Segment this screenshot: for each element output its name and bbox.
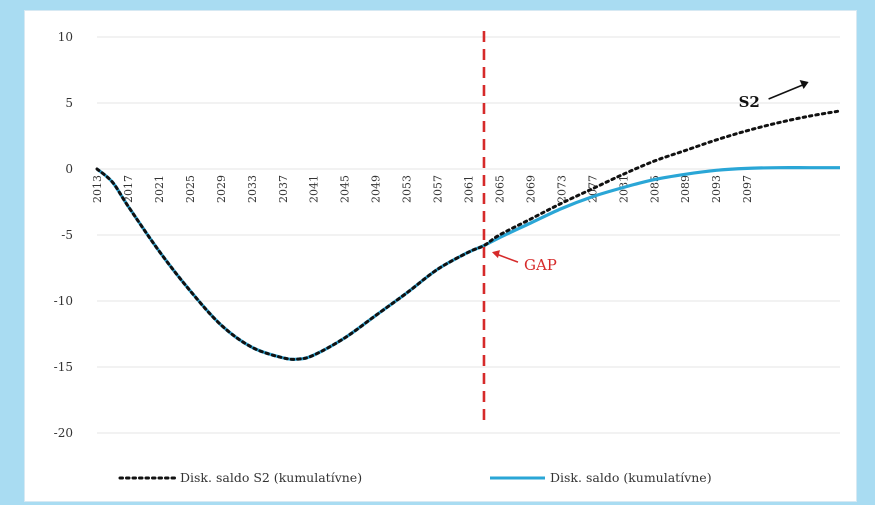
chart-canvas: 10 5 0 -5 -10 -15 -20 2013 2017 2021 2025 2029 2033…: [54, 30, 842, 485]
legend-label-saldo: Disk. saldo (kumulatívne): [550, 470, 712, 485]
grid-lines: [97, 36, 840, 434]
series-line-disk-saldo-s2: [95, 109, 842, 361]
annotations: GAP S2: [491, 80, 809, 274]
legend-label-s2: Disk. saldo S2 (kumulatívne): [180, 470, 362, 485]
x-tick-label: 2053: [401, 175, 414, 203]
x-tick-label: 2097: [741, 175, 754, 203]
s2-arrow-head: [799, 80, 809, 89]
x-tick-label: 2029: [215, 175, 228, 203]
y-tick-label: -15: [54, 360, 73, 374]
chart-frame: 10 5 0 -5 -10 -15 -20 2013 2017 2021 2025 2029 2033…: [24, 10, 857, 502]
x-tick-label: 2013: [91, 175, 104, 203]
x-tick-label: 2033: [246, 175, 259, 203]
series-disk-saldo-s2: [95, 109, 842, 361]
s2-arrow-shaft: [768, 84, 803, 100]
x-tick-label: 2045: [339, 175, 352, 203]
x-tick-label: 2089: [679, 175, 692, 203]
x-tick-label: 2049: [370, 175, 383, 203]
gap-arrow-head: [491, 250, 500, 259]
cut-off-title: [6, 0, 336, 6]
legend: Disk. saldo S2 (kumulatívne) Disk. saldo …: [118, 470, 712, 485]
x-tick-label: 2021: [153, 175, 166, 203]
x-tick-label: 2069: [524, 175, 537, 203]
y-tick-label: -20: [54, 426, 73, 440]
x-tick-label: 2057: [432, 175, 445, 203]
x-tick-label: 2085: [648, 175, 661, 203]
x-axis-ticks: 2013 2017 2021 2025 2029 2033 2037 2041 2045 2049…: [91, 175, 754, 203]
y-tick-label: -5: [61, 228, 73, 242]
x-tick-label: 2017: [122, 175, 135, 203]
x-tick-label: 2025: [184, 175, 197, 203]
x-tick-label: 2073: [555, 175, 568, 203]
x-tick-label: 2037: [277, 175, 290, 203]
y-tick-label: 5: [65, 96, 73, 110]
y-tick-label: 0: [65, 162, 73, 176]
y-tick-label: -10: [54, 294, 73, 308]
x-tick-label: 2061: [463, 175, 476, 203]
gap-label: GAP: [524, 256, 557, 274]
top-strip: [0, 0, 875, 8]
y-axis-ticks: 10 5 0 -5 -10 -15 -20: [54, 30, 73, 440]
y-tick-label: 10: [58, 30, 73, 44]
s2-label: S2: [739, 93, 760, 111]
x-tick-label: 2041: [308, 175, 321, 203]
x-tick-label: 2065: [493, 175, 506, 203]
x-tick-label: 2093: [710, 175, 723, 203]
